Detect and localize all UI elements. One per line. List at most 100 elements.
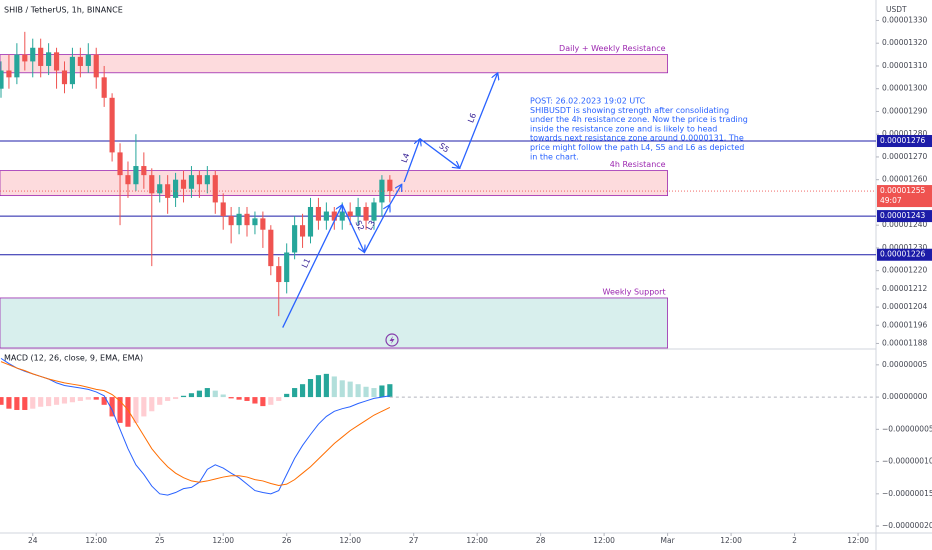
level-label: 0.00001276	[880, 136, 926, 145]
candle-body	[387, 179, 393, 192]
histogram-bar	[212, 390, 218, 398]
candle-body	[0, 70, 4, 89]
zone	[0, 54, 669, 74]
path-arrow	[282, 205, 343, 328]
path-arrow	[363, 205, 389, 253]
candle-body	[236, 213, 242, 226]
histogram-bar	[157, 397, 163, 405]
candle-body	[109, 97, 115, 153]
y-tick-label: 0.00001230	[882, 243, 928, 252]
candle-body	[212, 175, 218, 203]
histogram-bar	[93, 397, 99, 400]
candle-body	[117, 152, 123, 176]
post-text: SHIBUSDT is showing strength after conso…	[530, 106, 729, 115]
x-tick-label: 24	[28, 536, 38, 545]
x-tick-label: 12:00	[85, 536, 107, 545]
candle-body	[284, 252, 290, 283]
y-tick-label: 0.00000000	[882, 392, 928, 401]
histogram-bar	[109, 397, 115, 417]
zone	[0, 170, 669, 197]
candle-body	[149, 175, 155, 194]
y-tick-label: 0.00001330	[882, 15, 928, 24]
candle-body	[339, 211, 345, 221]
x-tick-label: 25	[155, 536, 165, 545]
histogram-bar	[387, 384, 393, 398]
y-tick-label: 0.00001270	[882, 152, 928, 161]
histogram-bar	[101, 397, 107, 405]
histogram-bar	[307, 379, 314, 398]
candle-body	[252, 218, 258, 226]
histogram-bar	[61, 397, 68, 404]
candle-body	[22, 54, 28, 62]
candle-body	[180, 179, 187, 189]
y-tick-label: 0.00000005	[882, 360, 928, 369]
post-text: towards next resistance zone around 0.00…	[530, 134, 744, 143]
post-text: inside the resistance zone and is likely…	[530, 124, 717, 133]
histogram-bar	[173, 397, 179, 400]
y-tick-label: 0.00001220	[882, 266, 928, 275]
candle-body	[133, 166, 139, 185]
histogram-bar	[363, 386, 369, 398]
candle-body	[204, 175, 210, 185]
y-tick-label: −0.00000015	[882, 489, 932, 498]
histogram-bar	[165, 397, 171, 401]
y-tick-label: 0.00001300	[882, 84, 928, 93]
x-tick-label: 12:00	[593, 536, 615, 545]
level-box	[877, 210, 932, 223]
histogram-bar	[77, 397, 83, 401]
y-tick-label: 0.00001204	[882, 302, 928, 311]
path-arrow	[459, 73, 498, 169]
y-tick-label: 0.00001240	[882, 220, 928, 229]
path-arrow	[419, 138, 460, 169]
zone	[0, 297, 669, 349]
x-tick-label: 12:00	[339, 536, 361, 545]
level-box	[877, 135, 932, 148]
zone-label: Daily + Weekly Resistance	[559, 44, 666, 53]
candle-body	[61, 70, 68, 85]
histogram-bar	[6, 397, 12, 409]
histogram-bar	[284, 393, 290, 398]
histogram-bar	[133, 397, 139, 423]
post-text: price might follow the path L4, S5 and L…	[530, 143, 744, 152]
candle-body	[323, 211, 329, 221]
histogram-bar	[347, 381, 353, 398]
candle-body	[53, 52, 60, 71]
y-tick-label: 0.00001196	[882, 320, 928, 329]
candle-body	[14, 54, 20, 78]
x-tick-label: 28	[536, 536, 546, 545]
y-tick-label: 0.00001212	[882, 284, 928, 293]
candle-body	[292, 225, 298, 253]
candle-body	[260, 218, 266, 230]
histogram-bar	[315, 375, 322, 398]
candle-body	[276, 266, 282, 283]
histogram-bar	[268, 397, 274, 405]
histogram-bar	[204, 388, 210, 398]
candle-body	[46, 52, 52, 66]
path-arrow	[389, 184, 402, 206]
histogram-bar	[53, 397, 60, 405]
candle-body	[77, 56, 83, 66]
path-label: L4	[400, 152, 412, 164]
histogram-bar	[125, 397, 131, 427]
zone-label: 4h Resistance	[610, 160, 666, 169]
post-text: under the 4h resistance zone. Now the pr…	[530, 115, 748, 124]
candle-body	[101, 77, 107, 98]
histogram-bar	[196, 390, 202, 398]
histogram-bar	[85, 397, 91, 400]
candle-body	[371, 202, 377, 221]
histogram-bar	[339, 380, 345, 398]
zone-label: Weekly Support	[603, 287, 666, 296]
histogram-bar	[117, 397, 123, 423]
candle-body	[307, 206, 314, 237]
macd-title: MACD (12, 26, close, 9, EMA, EMA)	[4, 354, 143, 363]
x-tick-label: 2	[792, 536, 797, 545]
histogram-bar	[69, 397, 76, 403]
histogram-bar	[14, 397, 20, 410]
level-label: 0.00001226	[880, 250, 926, 259]
candle-body	[347, 211, 353, 217]
x-tick-label: Mar	[661, 536, 676, 545]
histogram-bar	[236, 397, 242, 400]
y-tick-label: 0.00001310	[882, 61, 928, 70]
chart-title: SHIB / TetherUS, 1h, BINANCE	[4, 6, 123, 15]
